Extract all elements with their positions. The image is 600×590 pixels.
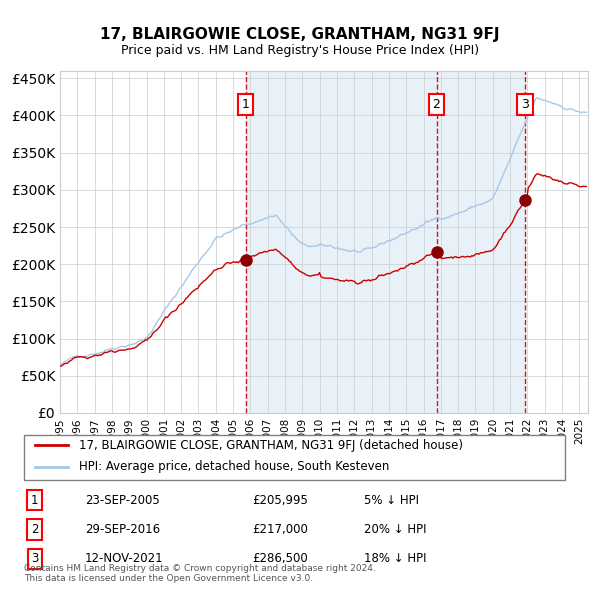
Text: 3: 3: [521, 98, 529, 111]
Text: 2: 2: [31, 523, 38, 536]
Text: £205,995: £205,995: [253, 494, 308, 507]
Bar: [246, 71, 525, 413]
Text: £217,000: £217,000: [253, 523, 308, 536]
Text: 23-SEP-2005: 23-SEP-2005: [85, 494, 160, 507]
Text: 5% ↓ HPI: 5% ↓ HPI: [364, 494, 419, 507]
Text: 29-SEP-2016: 29-SEP-2016: [85, 523, 160, 536]
Text: 20% ↓ HPI: 20% ↓ HPI: [364, 523, 427, 536]
Text: HPI: Average price, detached house, South Kesteven: HPI: Average price, detached house, Sout…: [79, 460, 390, 473]
Text: 2: 2: [433, 98, 440, 111]
Text: £286,500: £286,500: [253, 552, 308, 565]
Text: 1: 1: [242, 98, 250, 111]
Text: 3: 3: [31, 552, 38, 565]
Text: Contains HM Land Registry data © Crown copyright and database right 2024.
This d: Contains HM Land Registry data © Crown c…: [24, 563, 376, 583]
Text: 17, BLAIRGOWIE CLOSE, GRANTHAM, NG31 9FJ: 17, BLAIRGOWIE CLOSE, GRANTHAM, NG31 9FJ: [100, 27, 500, 41]
Text: Price paid vs. HM Land Registry's House Price Index (HPI): Price paid vs. HM Land Registry's House …: [121, 44, 479, 57]
Text: 18% ↓ HPI: 18% ↓ HPI: [364, 552, 427, 565]
FancyBboxPatch shape: [23, 435, 565, 480]
Text: 12-NOV-2021: 12-NOV-2021: [85, 552, 164, 565]
Text: 17, BLAIRGOWIE CLOSE, GRANTHAM, NG31 9FJ (detached house): 17, BLAIRGOWIE CLOSE, GRANTHAM, NG31 9FJ…: [79, 439, 463, 452]
Text: 1: 1: [31, 494, 38, 507]
